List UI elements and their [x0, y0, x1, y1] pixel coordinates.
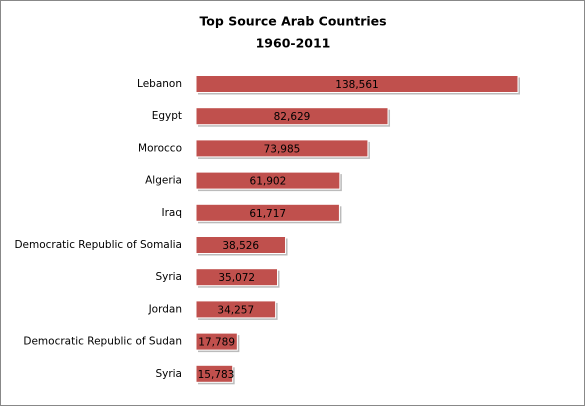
y-tick-label: Iraq — [161, 207, 182, 219]
bar — [195, 236, 287, 254]
bar — [195, 332, 238, 351]
data-label: 34,257 — [217, 304, 254, 316]
bar — [195, 75, 519, 93]
bar — [195, 300, 277, 319]
bar — [195, 107, 389, 126]
data-label: 73,985 — [264, 143, 301, 155]
data-label: 35,072 — [218, 272, 255, 284]
y-tick-label: Democratic Republic of Sudan — [23, 336, 182, 348]
data-label: 61,717 — [249, 208, 286, 220]
data-label: 82,629 — [274, 111, 311, 123]
chart-subtitle: 1960-2011 — [256, 36, 331, 51]
y-tick-label: Morocco — [138, 142, 182, 154]
bar — [195, 203, 340, 222]
y-tick-label: Egypt — [152, 110, 182, 122]
y-tick-label: Syria — [155, 271, 182, 283]
chart-title: Top Source Arab Countries — [199, 14, 386, 29]
bar — [195, 364, 234, 383]
y-tick-label: Algeria — [145, 175, 182, 187]
y-tick-label: Jordan — [148, 303, 182, 315]
bar — [195, 268, 279, 287]
bar — [195, 171, 341, 190]
data-label: 61,902 — [250, 176, 287, 188]
data-label: 15,783 — [198, 369, 235, 381]
y-tick-label: Syria — [155, 368, 182, 380]
data-label: 38,526 — [222, 240, 259, 252]
data-label: 138,561 — [335, 79, 378, 91]
data-label: 17,789 — [198, 337, 235, 349]
y-tick-label: Lebanon — [137, 78, 182, 90]
y-tick-label: Democratic Republic of Somalia — [14, 239, 182, 251]
bar — [195, 139, 369, 158]
